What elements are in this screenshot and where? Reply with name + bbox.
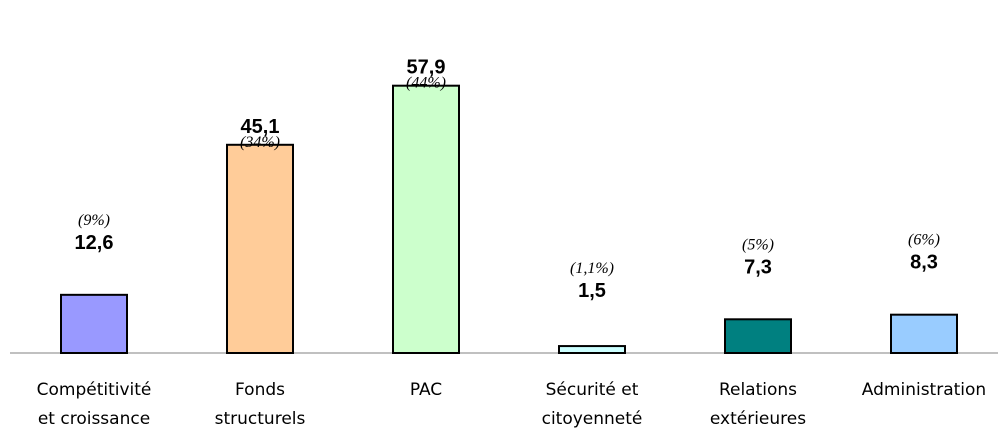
bar-6 [891, 315, 957, 353]
value-label-6: 8,3 [910, 252, 938, 274]
value-label-1: 12,6 [75, 232, 114, 254]
category-label-4-line2: citoyenneté [542, 409, 643, 429]
category-label-2: Fonds [235, 380, 285, 400]
bar-3 [393, 86, 459, 353]
percent-label-4: (1,1%) [570, 260, 614, 277]
category-label-1: Compétitivité [37, 380, 152, 400]
value-label-4: 1,5 [578, 280, 606, 302]
bar-5 [725, 319, 791, 353]
bar-2 [227, 145, 293, 353]
percent-label-5: (5%) [742, 236, 774, 253]
category-label-1-line2: et croissance [38, 409, 150, 429]
bar-4 [559, 346, 625, 353]
percent-label-6: (6%) [908, 232, 940, 249]
bar-1 [61, 295, 127, 353]
category-label-5-line2: extérieures [710, 409, 806, 429]
percent-label-3: (44%) [406, 75, 446, 92]
value-label-5: 7,3 [744, 256, 772, 278]
category-label-6: Administration [862, 380, 986, 400]
category-label-5: Relations [719, 380, 797, 400]
percent-label-1: (9%) [78, 212, 110, 229]
category-label-3: PAC [410, 380, 442, 400]
category-label-2-line2: structurels [215, 409, 306, 429]
percent-label-2: (34%) [240, 134, 280, 151]
category-label-4: Sécurité et [546, 380, 639, 400]
bars-group [61, 86, 957, 353]
